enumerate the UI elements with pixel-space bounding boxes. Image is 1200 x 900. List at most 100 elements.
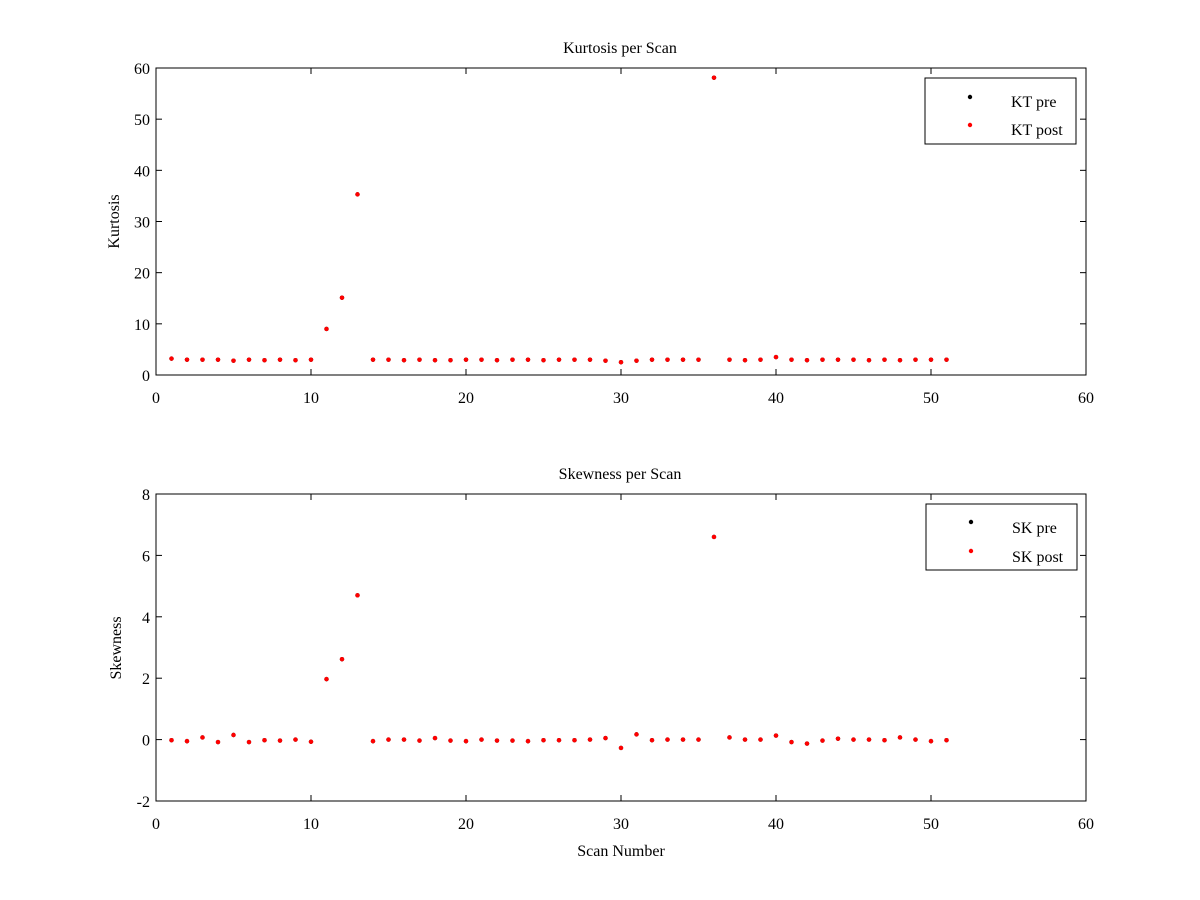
data-point-sk-post [215, 739, 221, 745]
data-point-kt-post [742, 357, 748, 363]
data-point-sk-post [711, 534, 717, 540]
legend-label-kt-post: KT post [1011, 122, 1063, 139]
data-point-sk-post [541, 738, 546, 743]
data-point-kt-post [680, 357, 686, 362]
data-point-kt-post [308, 357, 314, 362]
data-point-sk-post [510, 738, 515, 743]
data-point-sk-post [324, 676, 329, 682]
data-point-kt-post [587, 357, 593, 362]
legend-label-sk-pre: SK pre [1012, 520, 1057, 537]
data-point-kt-post [928, 357, 934, 362]
skewness-points [169, 534, 949, 751]
data-point-kt-post [913, 357, 918, 362]
data-point-sk-post [479, 737, 484, 742]
data-point-kt-post [696, 357, 701, 362]
data-point-sk-post [649, 738, 655, 743]
data-point-sk-post [789, 739, 794, 745]
data-point-sk-post [742, 737, 748, 742]
y-tick-label: 10 [134, 317, 150, 334]
legend-marker-kt-pre [967, 94, 973, 100]
y-tick-label: 6 [142, 548, 150, 565]
x-tick-label: 40 [768, 816, 784, 833]
legend-label-kt-pre: KT pre [1011, 94, 1056, 111]
data-point-kt-post [711, 75, 717, 80]
x-tick-label: 60 [1078, 816, 1094, 833]
data-point-kt-post [773, 354, 779, 360]
x-tick-label: 50 [923, 816, 939, 833]
data-point-sk-post [262, 738, 267, 743]
data-point-kt-post [479, 357, 484, 362]
data-point-kt-post [789, 357, 794, 362]
skewness-chart-title: Skewness per Scan [559, 466, 682, 483]
x-tick-label: 60 [1078, 390, 1094, 407]
data-point-sk-post [665, 737, 670, 742]
kurtosis-y-ticks: 0 10 20 30 40 50 60 [134, 61, 1086, 385]
y-tick-label: 2 [142, 671, 150, 688]
x-tick-label: 0 [152, 390, 160, 407]
x-tick-label: 40 [768, 390, 784, 407]
y-tick-label: 0 [142, 368, 150, 385]
data-point-sk-post [913, 737, 918, 742]
data-point-sk-post [525, 738, 531, 744]
data-point-kt-post [835, 357, 841, 362]
data-point-sk-post [618, 745, 624, 751]
data-point-sk-post [727, 735, 732, 740]
data-point-kt-post [510, 357, 515, 362]
x-tick-label: 50 [923, 390, 939, 407]
data-point-sk-post [200, 735, 205, 740]
data-point-kt-post [169, 356, 174, 361]
data-point-sk-post [928, 738, 934, 744]
data-point-kt-post [758, 357, 763, 362]
data-point-sk-post [293, 737, 298, 742]
data-point-kt-post [649, 357, 655, 362]
data-point-kt-post [851, 357, 856, 362]
skewness-y-axis-label: Skewness [108, 616, 125, 679]
data-point-sk-post [231, 732, 236, 738]
data-point-kt-post [386, 357, 391, 362]
data-point-sk-post [680, 737, 686, 742]
data-point-sk-post [696, 737, 701, 742]
data-point-kt-post [463, 357, 469, 362]
data-point-kt-post [882, 357, 887, 362]
legend-marker-sk-pre [968, 519, 974, 525]
data-point-kt-post [618, 360, 624, 365]
data-point-kt-post [417, 357, 422, 362]
data-point-kt-post [448, 357, 453, 363]
data-point-kt-post [727, 357, 732, 362]
data-point-kt-post [293, 357, 298, 363]
data-point-sk-post [370, 738, 376, 744]
data-point-sk-post [308, 739, 314, 744]
data-point-sk-post [339, 656, 345, 662]
data-point-kt-post [634, 358, 639, 363]
x-tick-label: 30 [613, 816, 629, 833]
data-point-sk-post [866, 737, 872, 742]
data-point-sk-post [432, 735, 438, 741]
data-point-kt-post [215, 357, 221, 362]
data-point-kt-post [494, 357, 500, 363]
data-point-kt-post [541, 357, 546, 363]
y-tick-label: 4 [142, 610, 150, 627]
data-point-kt-post [277, 357, 283, 362]
data-point-kt-post [324, 326, 329, 332]
kurtosis-x-ticks: 0 10 20 30 40 50 60 [152, 68, 1094, 407]
data-point-sk-post [835, 736, 841, 741]
data-point-kt-post [804, 357, 810, 363]
y-tick-label: 30 [134, 215, 150, 232]
data-point-sk-post [820, 738, 825, 743]
data-point-sk-post [401, 737, 407, 742]
data-point-sk-post [417, 738, 422, 743]
skewness-x-axis-label: Scan Number [577, 843, 665, 860]
data-point-kt-post [246, 357, 252, 362]
kurtosis-panel: Kurtosis per Scan 0 10 20 30 40 50 60 0 10 20 30 4… [106, 40, 1094, 407]
legend-marker-kt-post [967, 122, 973, 128]
y-tick-label: 0 [142, 733, 150, 750]
kurtosis-chart-title: Kurtosis per Scan [563, 40, 677, 57]
legend-label-sk-post: SK post [1012, 549, 1064, 566]
data-point-sk-post [169, 738, 174, 743]
y-tick-label: 20 [134, 266, 150, 283]
skewness-legend-box [925, 503, 1078, 571]
data-point-sk-post [386, 737, 391, 742]
data-point-kt-post [262, 357, 267, 363]
data-point-kt-post [944, 357, 949, 362]
data-point-kt-post [897, 357, 903, 363]
